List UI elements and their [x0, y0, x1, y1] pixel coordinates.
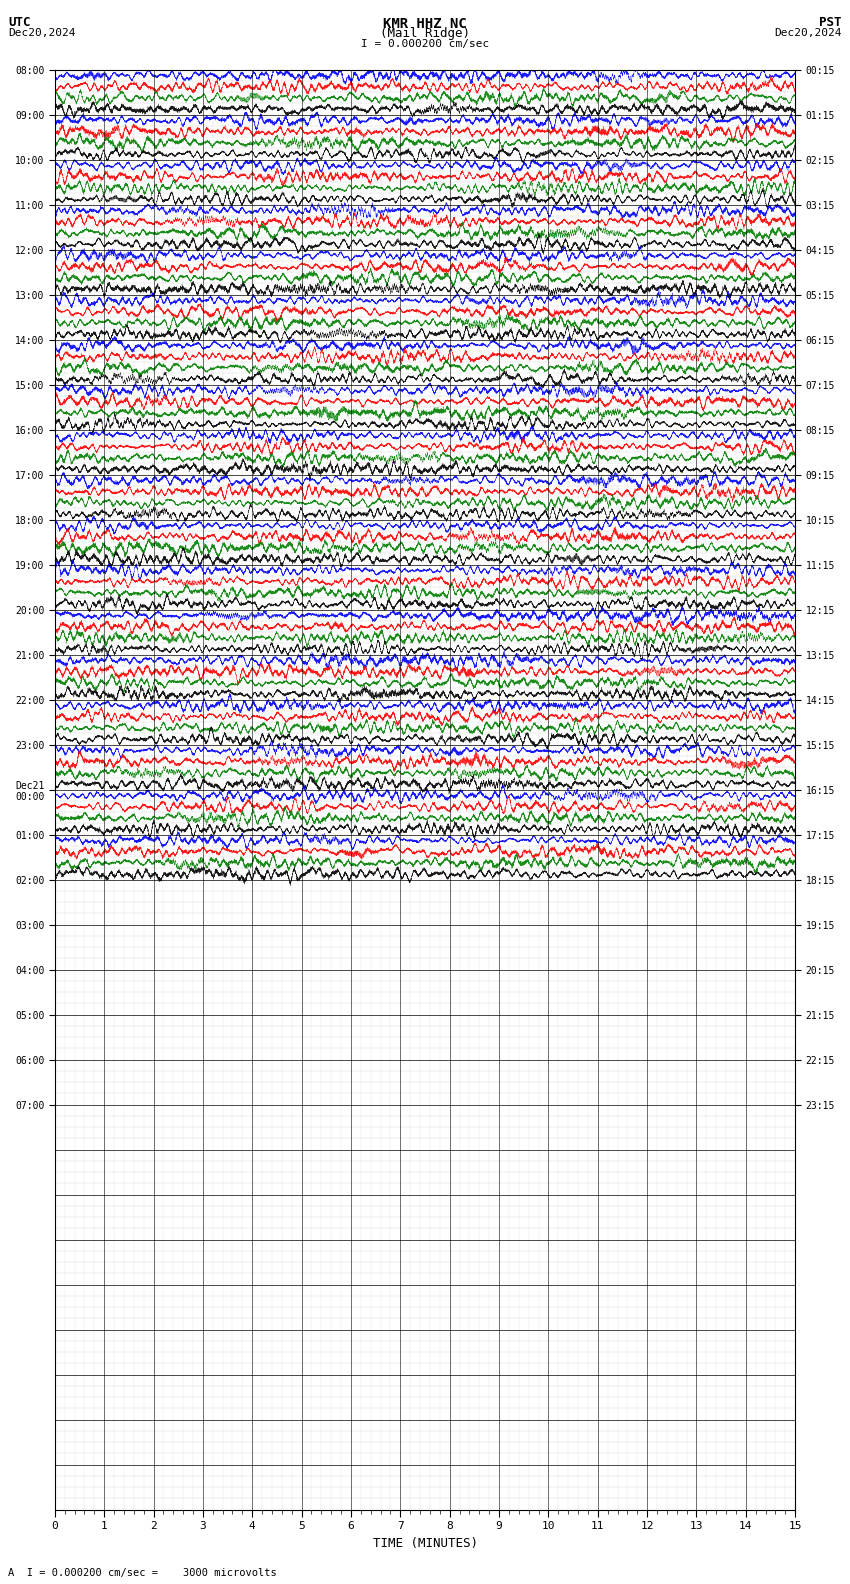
Text: PST: PST: [819, 16, 842, 29]
X-axis label: TIME (MINUTES): TIME (MINUTES): [372, 1536, 478, 1551]
Text: I = 0.000200 cm/sec: I = 0.000200 cm/sec: [361, 40, 489, 49]
Text: UTC: UTC: [8, 16, 31, 29]
Text: Dec20,2024: Dec20,2024: [8, 29, 76, 38]
Text: KMR HHZ NC: KMR HHZ NC: [383, 17, 467, 30]
Text: Dec20,2024: Dec20,2024: [774, 29, 842, 38]
Text: A  I = 0.000200 cm/sec =    3000 microvolts: A I = 0.000200 cm/sec = 3000 microvolts: [8, 1568, 277, 1578]
Text: (Mail Ridge): (Mail Ridge): [380, 27, 470, 40]
